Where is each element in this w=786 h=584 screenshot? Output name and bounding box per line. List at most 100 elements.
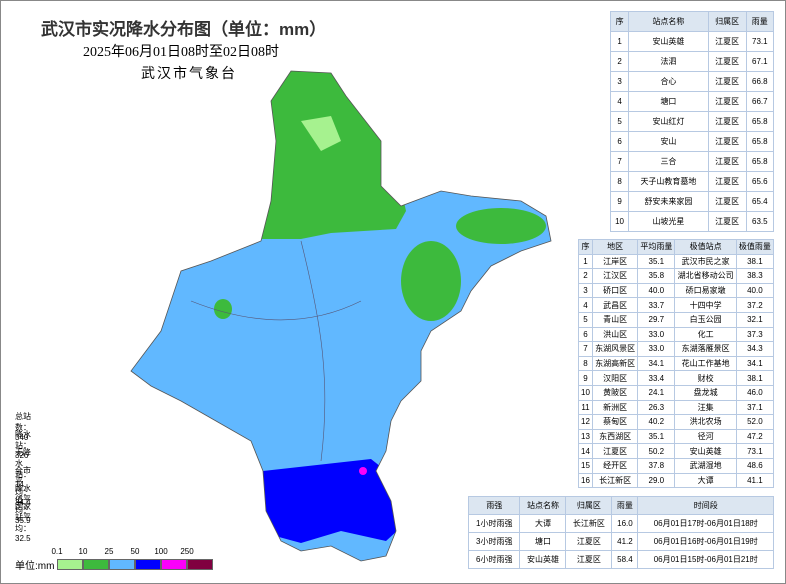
table-cell: 盘龙城 bbox=[674, 384, 737, 401]
table-row: 4 塘口 江夏区 66.7 bbox=[609, 91, 775, 112]
table-cell: 江夏区 bbox=[707, 131, 747, 152]
table-cell: 花山工作基地 bbox=[674, 355, 737, 372]
table-cell: 洪北农场 bbox=[674, 414, 737, 430]
table-cell: 10 bbox=[578, 384, 593, 401]
legend-swatch bbox=[83, 559, 109, 570]
table-cell: 硚口易家墩 bbox=[674, 282, 737, 299]
table-row: 10 黄陂区 24.1 盘龙城 46.0 bbox=[578, 384, 775, 401]
table-cell: 1 bbox=[578, 253, 593, 270]
table-cell: 江夏区 bbox=[565, 550, 613, 569]
table-cell: 66.8 bbox=[745, 71, 775, 92]
table-cell: 3 bbox=[578, 282, 593, 299]
legend: 单位:mm 0.1 10 25 50 100 250 bbox=[15, 547, 215, 573]
table-cell: 6小时雨强 bbox=[467, 550, 521, 569]
legend-swatch bbox=[109, 559, 135, 570]
table-row: 4 武昌区 33.7 十四中学 37.2 bbox=[578, 297, 775, 313]
table-cell: 34.1 bbox=[735, 355, 775, 372]
table-row: 8 天子山教育墓地 江夏区 65.6 bbox=[609, 171, 775, 192]
table-row: 8 东湖高新区 34.1 花山工作基地 34.1 bbox=[578, 355, 775, 372]
table-cell: 40.0 bbox=[637, 282, 676, 299]
table-cell: 9 bbox=[609, 191, 630, 212]
table-cell: 塘口 bbox=[628, 91, 709, 112]
table-row: 6 洪山区 33.0 化工 37.3 bbox=[578, 326, 775, 343]
table-cell: 06月01日17时-06月01日18时 bbox=[637, 514, 774, 533]
table-cell: 4 bbox=[578, 297, 593, 313]
table-cell: 33.0 bbox=[637, 341, 676, 357]
table-cell: 青山区 bbox=[591, 311, 639, 328]
table-cell: 8 bbox=[609, 171, 630, 192]
table-row: 3 合心 江夏区 66.8 bbox=[609, 71, 775, 92]
table-cell: 41.1 bbox=[735, 472, 775, 489]
table-cell: 65.8 bbox=[745, 151, 775, 172]
table-cell: 13 bbox=[578, 428, 593, 445]
table-cell: 财校 bbox=[674, 370, 737, 386]
table-cell: 江夏区 bbox=[565, 532, 613, 551]
column-header: 极值站点 bbox=[674, 239, 737, 255]
period: 2025年06月01日08时至02日08时 bbox=[83, 45, 279, 60]
table-row: 16 长江新区 29.0 大谭 41.1 bbox=[578, 472, 775, 489]
table-cell: 舒安未来家园 bbox=[628, 191, 709, 212]
table-cell: 3 bbox=[609, 71, 630, 92]
river bbox=[190, 240, 362, 462]
table-cell: 江夏区 bbox=[707, 151, 747, 172]
table-cell: 37.8 bbox=[637, 457, 676, 474]
stat: 总站数：340 bbox=[15, 412, 31, 442]
table-cell: 4 bbox=[609, 91, 630, 112]
table-cell: 汪集 bbox=[674, 399, 737, 416]
table-cell: 江岸区 bbox=[591, 253, 639, 270]
column-header: 时间段 bbox=[637, 496, 774, 515]
table-cell: 66.7 bbox=[745, 91, 775, 112]
stat: 无降水站：14 bbox=[15, 448, 31, 489]
table-cell: 江夏区 bbox=[707, 91, 747, 112]
table-cell: 06月01日15时-06月01日21时 bbox=[637, 550, 774, 569]
stat: 降水站：326 bbox=[15, 430, 31, 460]
column-header: 站点名称 bbox=[628, 11, 709, 32]
column-header: 地区 bbox=[591, 239, 639, 255]
table-cell: 武昌区 bbox=[591, 297, 639, 313]
table-cell: 2 bbox=[609, 51, 630, 72]
table-cell: 58.4 bbox=[611, 550, 639, 569]
table-cell: 1 bbox=[609, 31, 630, 52]
column-header: 归属区 bbox=[565, 496, 613, 515]
table-cell: 东湖高新区 bbox=[591, 355, 639, 372]
table-cell: 47.2 bbox=[735, 428, 775, 445]
table-row: 7 三合 江夏区 65.8 bbox=[609, 151, 775, 172]
table-cell: 65.6 bbox=[745, 171, 775, 192]
table-cell: 37.3 bbox=[735, 326, 775, 343]
table-cell: 15 bbox=[578, 457, 593, 474]
table-cell: 14 bbox=[578, 443, 593, 459]
table-cell: 06月01日16时-06月01日19时 bbox=[637, 532, 774, 551]
legend-break: 0.1 bbox=[51, 547, 63, 556]
column-header: 序 bbox=[609, 11, 630, 32]
table-row: 3小时雨强 塘口 江夏区 41.2 06月01日16时-06月01日19时 bbox=[467, 532, 774, 551]
table-cell: 江夏区 bbox=[707, 51, 747, 72]
table-row: 15 经开区 37.8 武湖湿地 48.6 bbox=[578, 457, 775, 474]
stat: 降水值平均：35.9 bbox=[15, 484, 31, 525]
table-row: 14 江夏区 50.2 安山英雄 73.1 bbox=[578, 443, 775, 459]
table-cell: 29.7 bbox=[637, 311, 676, 328]
table-cell: 33.7 bbox=[637, 297, 676, 313]
table-cell: 33.4 bbox=[637, 370, 676, 386]
table-row: 6小时雨强 安山英雄 江夏区 58.4 06月01日15时-06月01日21时 bbox=[467, 550, 774, 569]
stat: 全市平均：34.4 bbox=[15, 466, 31, 507]
table-cell: 大谭 bbox=[674, 472, 737, 489]
table-row: 1小时雨强 大谭 长江新区 16.0 06月01日17时-06月01日18时 bbox=[467, 514, 774, 533]
table-cell: 江夏区 bbox=[707, 31, 747, 52]
table-cell: 长江新区 bbox=[591, 472, 639, 489]
table-cell: 东西湖区 bbox=[591, 428, 639, 445]
table-cell: 合心 bbox=[628, 71, 709, 92]
table-cell: 江夏区 bbox=[707, 71, 747, 92]
table-cell: 8 bbox=[578, 355, 593, 372]
table-cell: 长江新区 bbox=[565, 514, 613, 533]
intensity-table: 雨强 站点名称 归属区 雨量 时间段 1小时雨强 大谭 长江新区 16.0 06月01日17时-0… bbox=[467, 496, 774, 569]
table-cell: 经开区 bbox=[591, 457, 639, 474]
table-cell: 35.1 bbox=[637, 253, 676, 270]
table-row: 6 安山 江夏区 65.8 bbox=[609, 131, 775, 152]
rain-field bbox=[131, 71, 551, 561]
legend-break: 25 bbox=[104, 547, 114, 556]
issuer: 武汉市气象台 bbox=[141, 67, 237, 82]
table-row: 13 东西湖区 35.1 径河 47.2 bbox=[578, 428, 775, 445]
table-cell: 26.3 bbox=[637, 399, 676, 416]
